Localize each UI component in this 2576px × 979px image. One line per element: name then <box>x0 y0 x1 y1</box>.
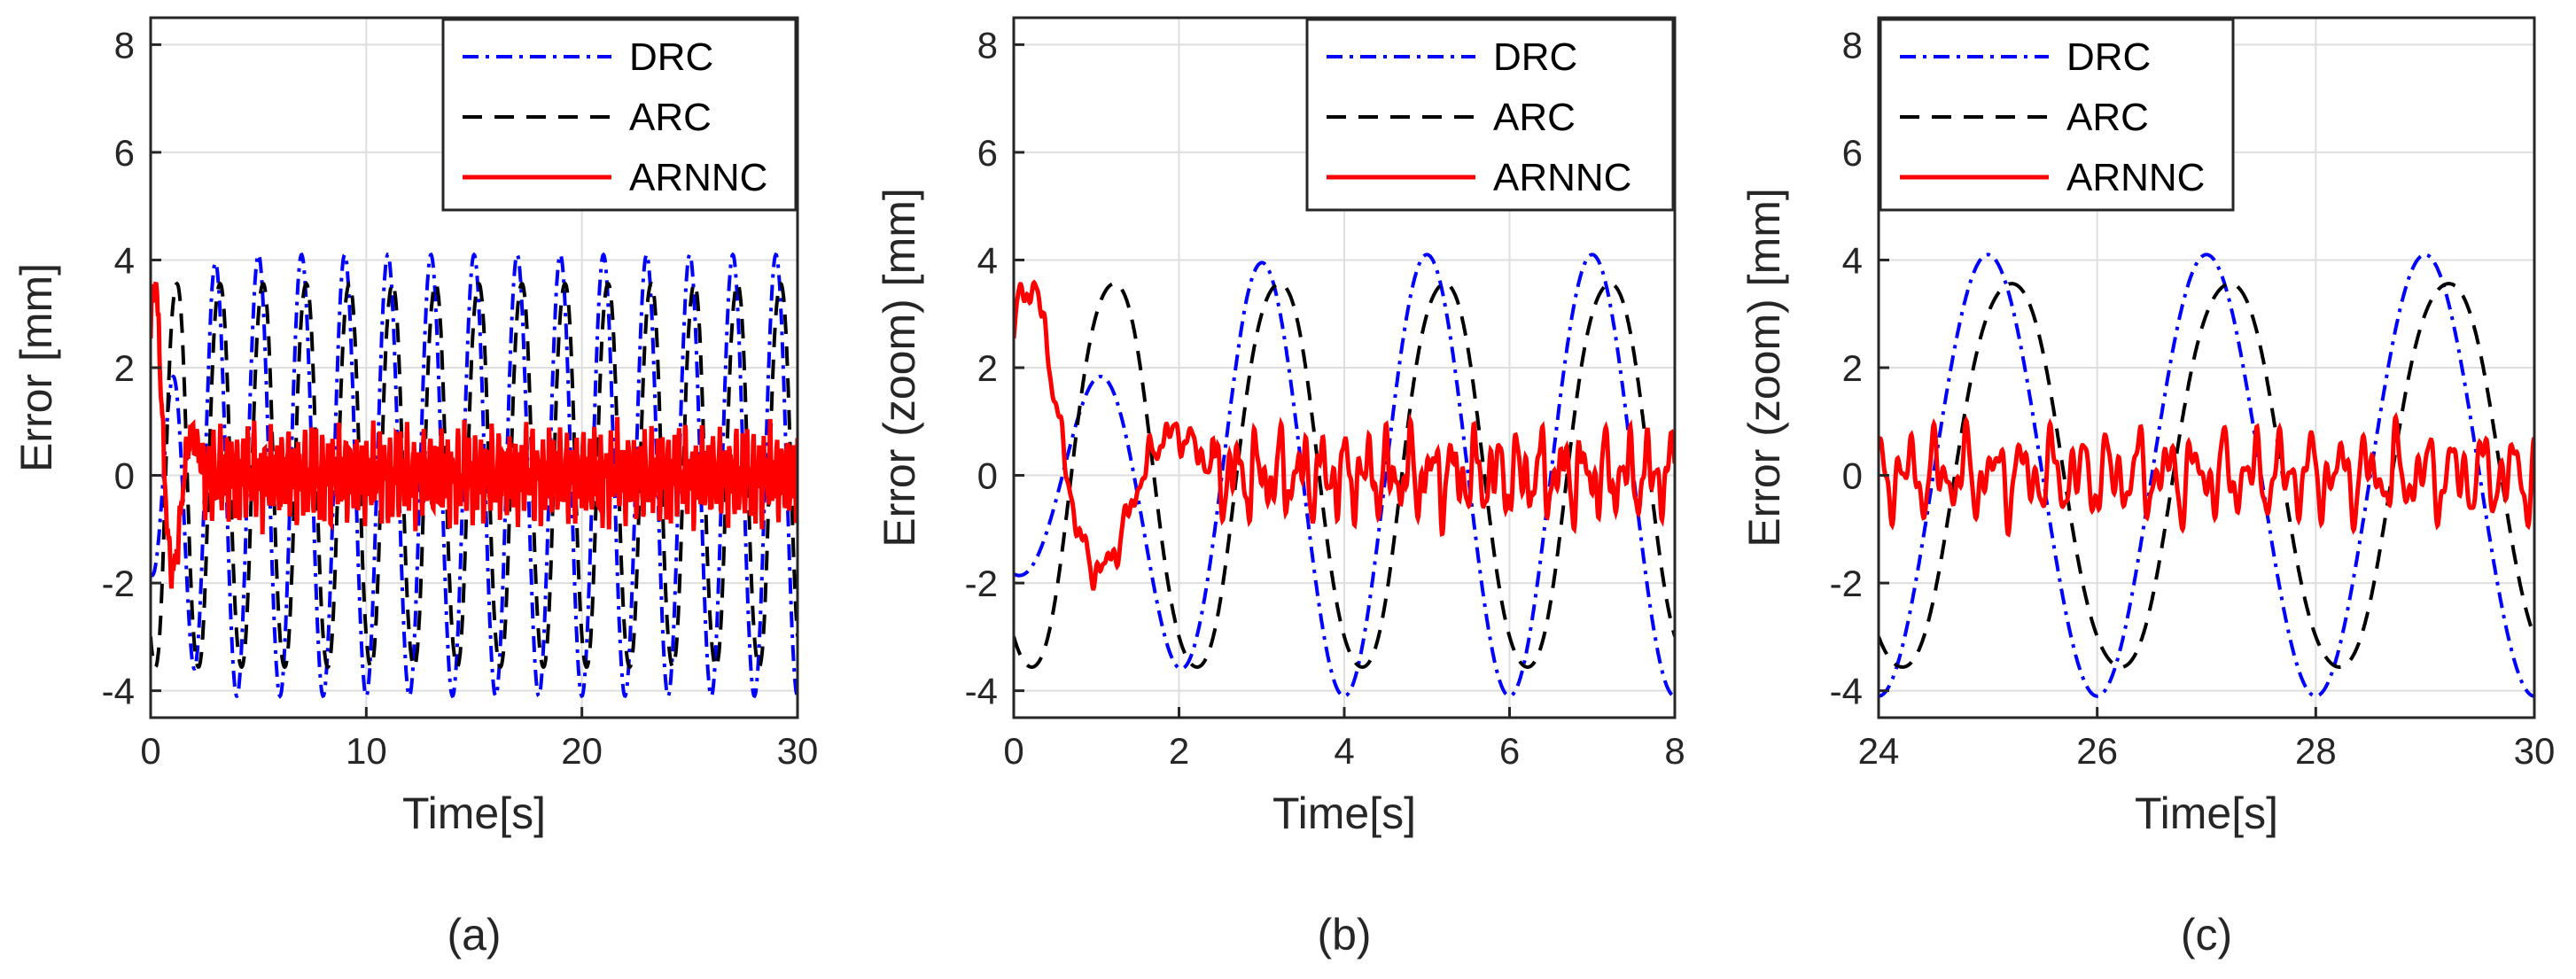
x-tick-label: 8 <box>1664 730 1685 772</box>
y-tick-label: 4 <box>114 239 135 281</box>
series-line-arnnc <box>1014 279 1675 591</box>
legend-label-arc: ARC <box>1493 96 1576 139</box>
x-tick-label: 30 <box>2514 730 2556 772</box>
series-line-drc <box>151 252 798 699</box>
legend-label-arc: ARC <box>629 96 712 139</box>
y-tick-label: 0 <box>114 455 135 497</box>
x-tick-label: 4 <box>1334 730 1354 772</box>
x-tick-label: 10 <box>346 730 387 772</box>
panel-caption: (b) <box>1317 910 1371 960</box>
y-tick-label: -4 <box>1830 671 1863 712</box>
series-line-arc <box>151 281 798 670</box>
x-axis-label: Time[s] <box>402 789 546 838</box>
y-tick-label: 8 <box>977 24 998 66</box>
x-tick-label: 20 <box>561 730 603 772</box>
legend-label-arnnc: ARNNC <box>1493 156 1631 199</box>
series-line-arnnc <box>151 281 798 589</box>
x-tick-label: 0 <box>140 730 160 772</box>
y-tick-label: 6 <box>977 132 998 174</box>
legend-label-arnnc: ARNNC <box>629 156 767 199</box>
legend: DRC ARC ARNNC <box>441 18 798 212</box>
panel-caption: (a) <box>447 910 501 960</box>
x-tick-label: 30 <box>777 730 819 772</box>
series-line-arc <box>1879 282 2534 670</box>
legend-label-arc: ARC <box>2066 96 2149 139</box>
y-tick-label: 2 <box>114 347 135 389</box>
y-tick-label: 2 <box>977 347 998 389</box>
y-tick-label: -2 <box>965 563 998 604</box>
panel-1: 0 2 4 6 8 -4 -2 0 2 4 6 8 Time[s] Error (zoom) [mm] (b… <box>875 16 1685 960</box>
legend: DRC ARC ARNNC <box>1879 18 2235 212</box>
y-tick-label: 4 <box>1842 239 1863 281</box>
panel-caption: (c) <box>2181 910 2232 960</box>
y-tick-label: 0 <box>1842 455 1863 497</box>
legend-label-drc: DRC <box>1493 35 1577 79</box>
x-axis-label: Time[s] <box>1272 789 1416 838</box>
y-tick-label: 4 <box>977 239 998 281</box>
y-tick-label: -4 <box>102 671 135 712</box>
y-tick-label: 2 <box>1842 347 1863 389</box>
y-axis-label: Error (zoom) [mm] <box>875 188 924 548</box>
y-tick-label: -2 <box>1830 563 1863 604</box>
x-tick-label: 6 <box>1499 730 1520 772</box>
x-axis-label: Time[s] <box>2135 789 2278 838</box>
series-line-arnnc <box>1879 411 2534 538</box>
y-tick-label: -4 <box>965 671 998 712</box>
y-tick-label: 0 <box>977 455 998 497</box>
y-tick-label: 6 <box>1842 132 1863 174</box>
legend-label-drc: DRC <box>629 35 713 79</box>
y-tick-label: 8 <box>114 24 135 66</box>
x-tick-label: 26 <box>2076 730 2118 772</box>
y-axis-label: Error [mm] <box>12 263 61 472</box>
series-line-arc <box>1014 282 1675 670</box>
series-line-drc <box>1879 253 2534 698</box>
y-tick-label: 6 <box>114 132 135 174</box>
legend-label-arnnc: ARNNC <box>2066 156 2205 199</box>
series-line-drc <box>1014 253 1675 698</box>
y-tick-label: -2 <box>102 563 135 604</box>
x-tick-label: 0 <box>1003 730 1023 772</box>
y-axis-label: Error (zoom) [mm] <box>1739 188 1789 548</box>
x-tick-label: 2 <box>1169 730 1189 772</box>
legend-box <box>1879 18 2235 212</box>
y-tick-label: 8 <box>1842 24 1863 66</box>
legend-label-drc: DRC <box>2066 35 2151 79</box>
panel-0: 0 10 20 30 -4 -2 0 2 4 6 8 Time[s] Error [mm] (a) DRC A… <box>12 16 819 960</box>
x-tick-label: 24 <box>1858 730 1900 772</box>
x-tick-label: 28 <box>2295 730 2337 772</box>
legend: DRC ARC ARNNC <box>1305 18 1675 212</box>
